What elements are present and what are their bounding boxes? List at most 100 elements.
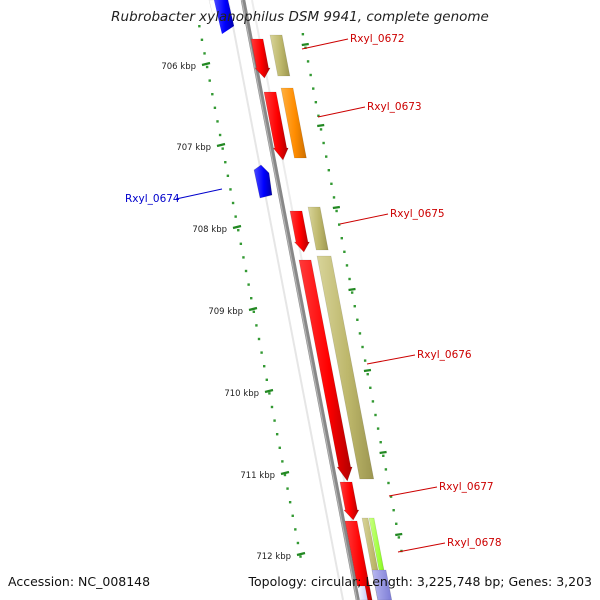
scale-dot-left: [203, 52, 206, 55]
scale-dot-right: [384, 468, 388, 471]
scale-dot-left: [252, 310, 256, 313]
scale-dot-right: [345, 264, 349, 267]
scale-tick-right: [363, 368, 372, 373]
scale-dot-left: [237, 229, 240, 232]
scale-dot-right: [343, 250, 346, 253]
scale-tick-mark: [248, 306, 258, 312]
gene-rxyl-0673-label[interactable]: Rxyl_0673: [367, 101, 422, 113]
scale-dot-right: [312, 87, 315, 90]
scale-dot-right: [309, 73, 312, 77]
gene-rxyl-0673-leader: [317, 106, 366, 118]
scale-tick-right: [395, 532, 403, 537]
gene-rxyl-0672-leader: [301, 38, 349, 50]
gene-rxyl-0675-label[interactable]: Rxyl_0675: [390, 208, 445, 220]
scale-dot-right: [332, 196, 336, 199]
gene-rxyl-0673-arrow: [263, 91, 289, 161]
scale-dot-right: [387, 481, 390, 485]
scale-dot-right: [382, 454, 385, 457]
gene-rxyl-0677-leader: [388, 486, 438, 497]
scale-dot-right: [358, 332, 362, 335]
scale-dot-right: [348, 277, 351, 281]
scale-dot-left: [242, 256, 245, 259]
scale-tick-label: 708 kbp: [192, 225, 227, 235]
footer-accession: Accession: NC_008148: [8, 574, 150, 589]
scale-tick-right: [317, 123, 325, 128]
gene-rxyl-0675-leader: [339, 213, 389, 225]
scale-dot-right: [335, 209, 338, 213]
scale-dot-left: [247, 283, 250, 286]
scale-dot-left: [213, 106, 217, 109]
scale-dot-left: [283, 473, 287, 477]
gene-rxyl-0677-label[interactable]: Rxyl_0677: [439, 481, 494, 493]
scale-dot-left: [296, 541, 300, 545]
gene-rxyl-0672-arrow: [250, 38, 271, 79]
scale-dot-left: [255, 324, 258, 327]
scale-dot-right: [397, 536, 401, 539]
gene-rxyl-0672-domain: [269, 34, 291, 77]
scale-tick-label: 711 kbp: [240, 471, 275, 481]
topology-value: circular;: [310, 574, 362, 589]
scale-dot-right: [374, 413, 377, 417]
genes-value: 3,203: [556, 574, 592, 589]
gene-rxyl-0677-arrow: [339, 481, 360, 521]
scale-dot-left: [294, 528, 297, 531]
scale-dot-right: [353, 305, 356, 308]
scale-tick-mark: [264, 388, 274, 394]
scale-dot-left: [211, 93, 214, 96]
scale-dot-right: [392, 509, 395, 512]
scale-dot-left: [262, 365, 266, 368]
scale-dot-left: [265, 378, 268, 381]
scale-dot-right: [350, 291, 354, 294]
accession-label: Accession:: [8, 574, 75, 589]
scale-tick-label: 709 kbp: [208, 307, 243, 317]
scale-dot-left: [208, 79, 211, 82]
scale-dot-right: [314, 101, 318, 104]
gene-rxyl-0673-domain: [280, 87, 307, 159]
scale-tick-right: [332, 205, 341, 210]
gene-rxyl-0674-leader: [175, 188, 223, 200]
scale-tick-mark: [232, 224, 242, 230]
footer-genome-info: Topology: circular; Length: 3,225,748 bp; Ge…: [248, 574, 592, 589]
gene-next-partial-light: [356, 585, 368, 600]
genome-title: Rubrobacter xylanophilus DSM 9941, compl…: [111, 9, 489, 25]
scale-dot-left: [278, 446, 281, 449]
gene-rxyl-0672-label[interactable]: Rxyl_0672: [350, 33, 405, 45]
scale-dot-left: [299, 555, 302, 558]
topology-label: Topology:: [248, 574, 307, 589]
scale-dot-right: [340, 237, 343, 240]
scale-dot-right: [379, 441, 382, 444]
scale-dot-left: [198, 25, 201, 28]
scale-tick-right: [379, 450, 387, 455]
gene-rxyl-0676-domain: [316, 255, 375, 480]
scale-dot-left: [218, 133, 222, 137]
gene-rxyl-0674-label[interactable]: Rxyl_0674: [125, 193, 180, 205]
scale-tick-label: 710 kbp: [224, 389, 259, 399]
scale-dot-left: [224, 161, 227, 164]
scale-dot-left: [257, 337, 261, 341]
gene-next-partial: [371, 569, 393, 600]
scale-dot-left: [291, 514, 294, 517]
scale-dot-left: [250, 297, 253, 300]
scale-dot-left: [244, 269, 248, 273]
scale-tick-mark: [296, 551, 306, 557]
scale-dot-right: [317, 114, 320, 117]
gene-rxyl-0675-arrow: [289, 210, 310, 253]
scale-tick-label: 707 kbp: [176, 143, 211, 153]
scale-tick-mark: [201, 61, 211, 67]
scale-dot-left: [216, 120, 219, 123]
scale-tick-mark: [216, 142, 226, 148]
gene-rxyl-0676-arrow: [298, 259, 353, 482]
scale-dot-left: [239, 242, 243, 245]
scale-dot-right: [371, 400, 375, 403]
scale-dot-right: [366, 373, 369, 376]
gene-rxyl-0676-label[interactable]: Rxyl_0676: [417, 349, 472, 361]
scale-dot-right: [363, 359, 367, 362]
scale-dot-right: [327, 169, 331, 172]
scale-dot-left: [286, 487, 289, 490]
scale-dot-left: [229, 188, 232, 191]
scale-dot-left: [231, 201, 235, 205]
scale-dot-left: [281, 460, 284, 463]
gene-rxyl-0678-label[interactable]: Rxyl_0678: [447, 537, 502, 549]
scale-dot-left: [205, 65, 209, 69]
